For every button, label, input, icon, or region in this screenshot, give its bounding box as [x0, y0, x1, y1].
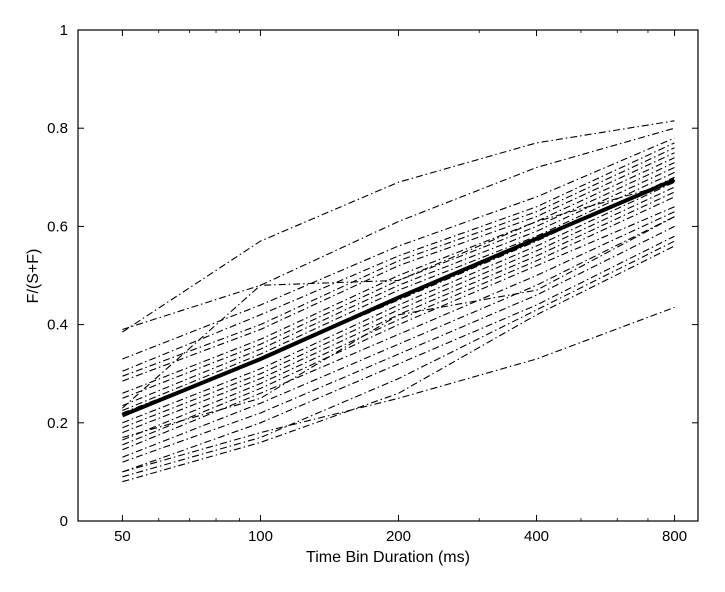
y-tick-label: 1: [60, 22, 68, 39]
y-tick-label: 0.8: [47, 120, 68, 137]
series-line-2: [122, 127, 675, 331]
mean-line-group: [121, 177, 676, 418]
series-line-17: [122, 211, 675, 451]
series-line-22: [122, 245, 675, 483]
series-line-10: [122, 171, 675, 412]
y-tick-label: 0.6: [47, 218, 68, 235]
x-axis-label: Time Bin Duration (ms): [306, 549, 470, 566]
series-line-5: [122, 147, 675, 377]
series-group: [122, 120, 675, 483]
series-line-20: [122, 235, 675, 473]
y-axis: 0 0.2 0.4 0.6 0.8 1: [47, 22, 698, 530]
y-tick-label: 0.4: [47, 317, 68, 334]
series-line-4: [122, 142, 675, 372]
series-line-7: [122, 157, 675, 394]
x-tick-label: 200: [386, 528, 411, 545]
mean-line: [121, 177, 676, 418]
x-axis: 50 100 200 400 800: [114, 30, 687, 545]
series-line-15: [122, 196, 675, 441]
series-line-13: [122, 186, 675, 429]
plot-frame: [77, 29, 699, 522]
series-line-9: [122, 167, 675, 407]
y-tick-label: 0: [60, 513, 68, 530]
series-line-18: [122, 216, 675, 458]
series-line-3: [122, 137, 675, 360]
series-line-19: [122, 225, 675, 463]
series-line-21: [122, 240, 675, 478]
series-line-1: [122, 120, 675, 333]
series-line-6: [122, 152, 675, 382]
x-tick-label: 100: [248, 528, 273, 545]
y-axis-label: F/(S+F): [25, 249, 42, 304]
series-line-12: [122, 181, 675, 424]
series-line-25: [122, 216, 675, 439]
y-tick-label: 0.2: [47, 415, 68, 432]
series-line-16: [122, 206, 675, 446]
x-tick-label: 50: [114, 528, 131, 545]
x-tick-label: 800: [662, 528, 687, 545]
series-line-24: [122, 181, 675, 409]
series-line-23: [122, 306, 675, 473]
x-tick-label: 400: [524, 528, 549, 545]
